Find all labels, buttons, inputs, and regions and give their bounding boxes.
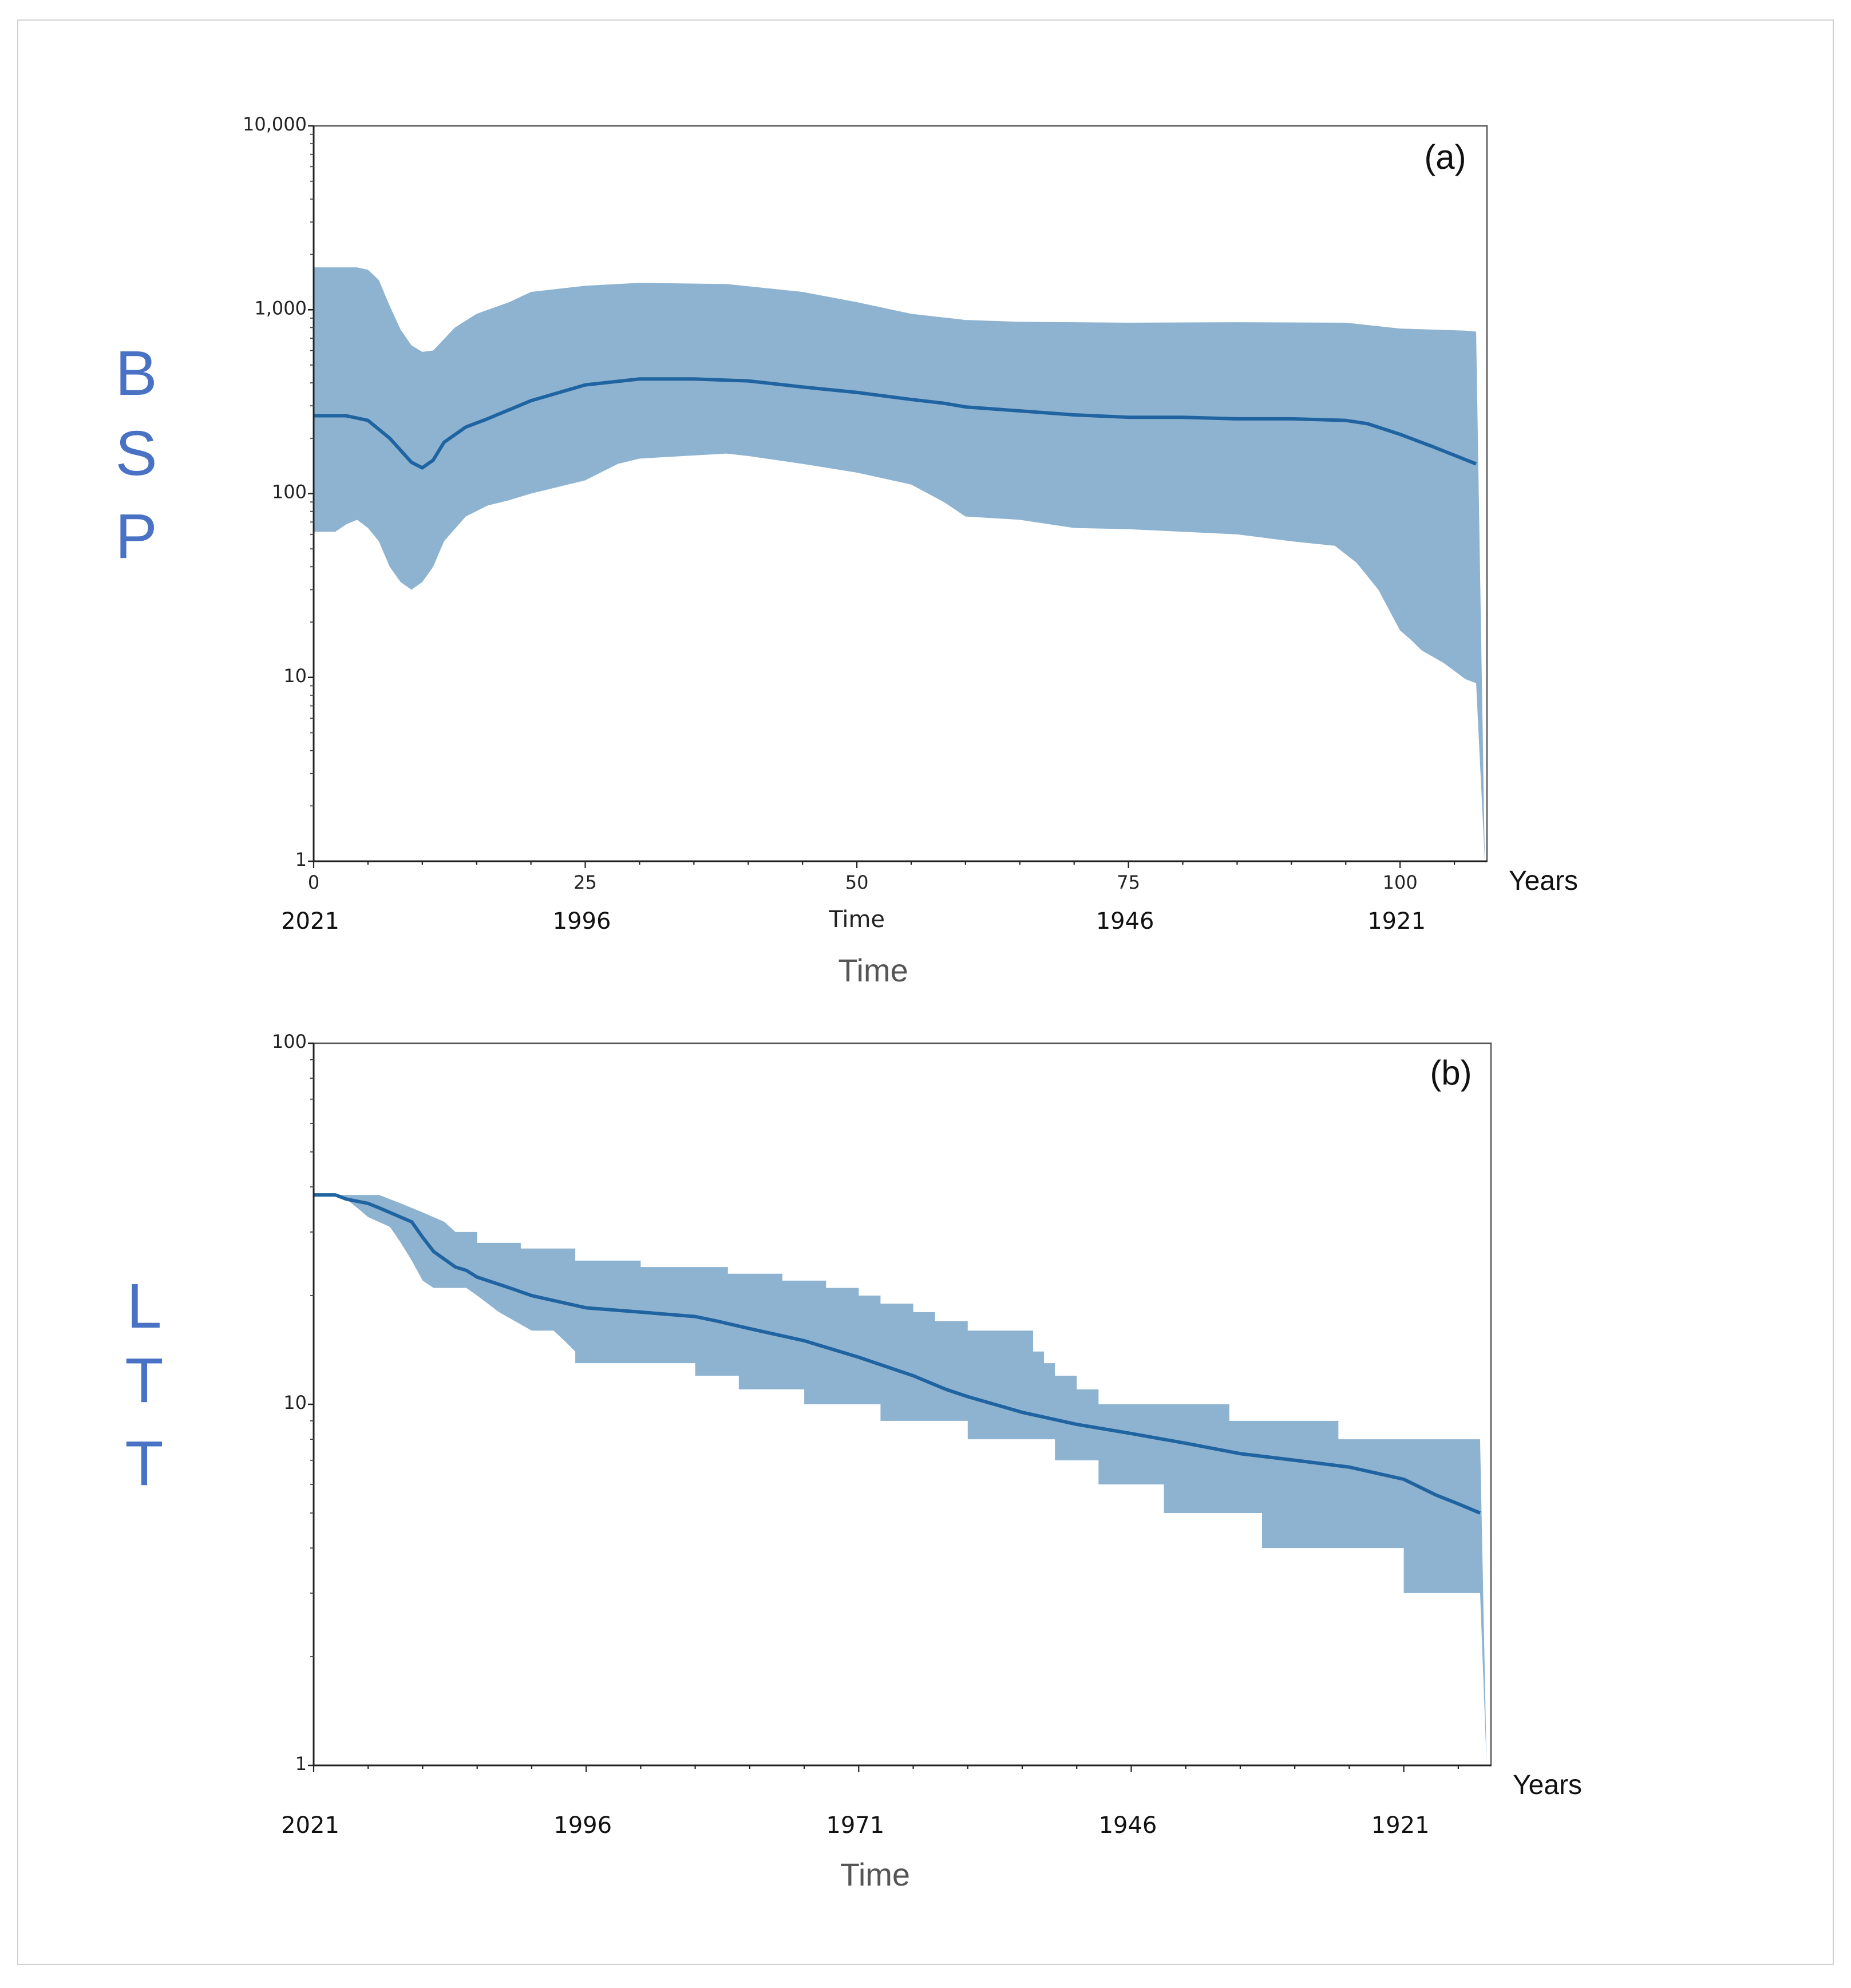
side-letter-s: S — [115, 418, 157, 489]
side-letter-b: B — [115, 338, 157, 409]
y-tick-label: 1 — [295, 1753, 307, 1775]
bsp-y-axis: 1 10 100 1,000 10,000 — [243, 113, 314, 870]
bsp-labels: 2021 1996 1946 1921 Time Years Time (a) — [281, 138, 1578, 988]
side-letter-l: L — [126, 1271, 161, 1341]
y-tick-label: 10,000 — [243, 113, 307, 135]
side-letter-t: T — [125, 1345, 163, 1416]
side-letter-t: T — [125, 1428, 163, 1499]
year-label: 1996 — [553, 1812, 612, 1839]
y-tick-label: 1,000 — [254, 297, 307, 319]
y-tick-label: 100 — [272, 481, 307, 503]
bsp-median-line — [314, 377, 1477, 470]
inner-time-label: Time — [828, 906, 885, 933]
x-unit-label: Years — [1513, 1770, 1582, 1800]
ltt-x-axis — [313, 1765, 1459, 1772]
year-label: 2021 — [281, 908, 339, 934]
bsp-hpd-band — [314, 267, 1485, 862]
y-tick-label: 10 — [283, 1392, 307, 1413]
median-line — [314, 1193, 1481, 1515]
bsp-side-label: BSP — [115, 338, 157, 572]
panel-tag: (a) — [1424, 138, 1466, 176]
panel-tag: (b) — [1430, 1054, 1472, 1092]
y-tick-label: 100 — [272, 1031, 307, 1052]
y-tick-label: 10 — [283, 665, 307, 687]
ltt-side-label: LTT — [125, 1271, 163, 1499]
x-unit-label: Years — [1509, 866, 1578, 896]
year-label: 1971 — [826, 1812, 884, 1839]
year-label: 1946 — [1096, 908, 1154, 934]
panel-a-bsp: BSP 1 10 100 1,000 10,000 0 25 50 75 100 2021 199… — [115, 113, 1578, 988]
year-label: 1921 — [1371, 1812, 1430, 1839]
bsp-x-axis: 0 25 50 75 100 — [308, 861, 1456, 893]
year-label: 1996 — [553, 908, 611, 934]
y-tick-label: 1 — [295, 849, 307, 870]
ltt-median-line — [314, 1193, 1481, 1515]
x-tick-label: 75 — [1117, 872, 1140, 893]
hpd-band-area — [314, 1195, 1487, 1765]
side-letter-p: P — [115, 501, 157, 572]
x-axis-title: Time — [840, 1856, 910, 1892]
ltt-y-axis: 1 10 100 — [272, 1031, 314, 1775]
x-tick-label: 25 — [574, 872, 597, 893]
x-tick-label: 100 — [1383, 872, 1418, 893]
ltt-hpd-band — [314, 1195, 1487, 1765]
median-line — [314, 377, 1477, 470]
year-label: 1946 — [1099, 1812, 1157, 1839]
hpd-band-area — [314, 267, 1485, 862]
year-label: 2021 — [281, 1812, 339, 1839]
ltt-labels: 2021 1996 1971 1946 1921 Years Time (b) — [281, 1054, 1582, 1892]
x-tick-label: 50 — [845, 872, 869, 893]
x-tick-label: 0 — [308, 872, 319, 893]
x-axis-title: Time — [838, 952, 908, 988]
year-label: 1921 — [1367, 908, 1426, 934]
